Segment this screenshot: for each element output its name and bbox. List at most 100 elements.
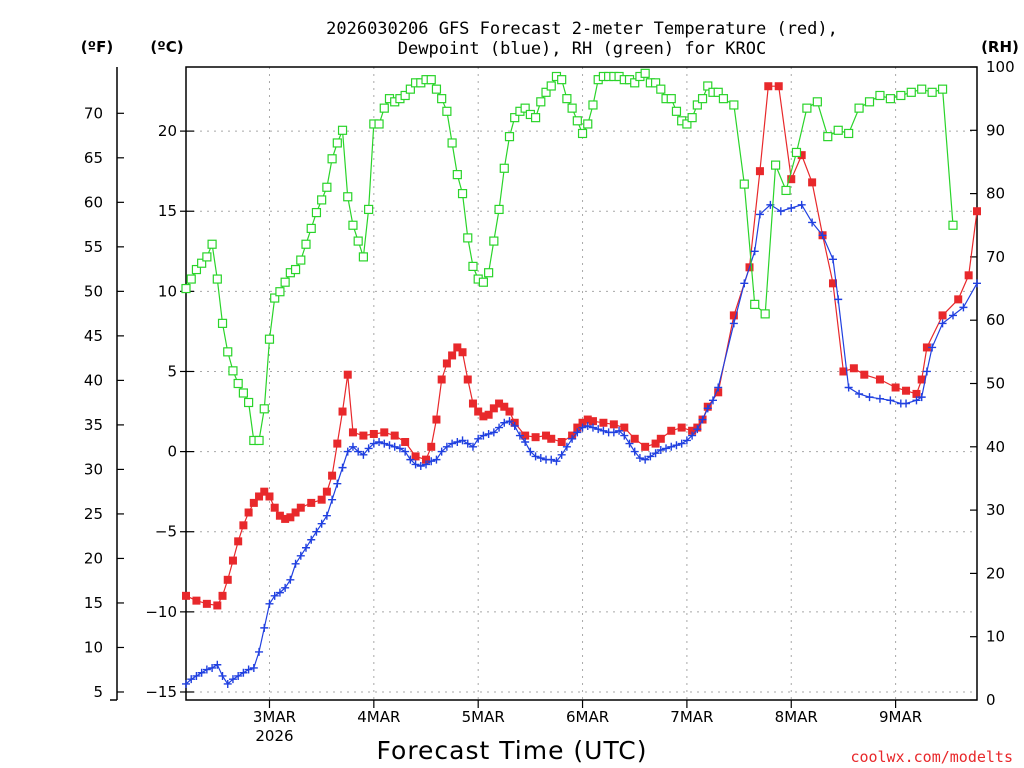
data-point-rh-91 — [656, 84, 666, 94]
data-point-dewpoint-92 — [662, 444, 671, 453]
data-point-dewpoint-56 — [474, 434, 483, 443]
fahrenheit-tick-label-13: 70 — [84, 104, 103, 122]
data-point-2-meter-temperature-37 — [437, 375, 446, 384]
rh-tick-label-5: 50 — [986, 375, 1005, 393]
data-point-rh-67 — [530, 113, 541, 123]
fahrenheit-tick-label-12: 65 — [84, 149, 103, 167]
data-point-rh-118 — [875, 90, 885, 101]
data-point-dewpoint-6 — [213, 660, 222, 669]
data-point-2-meter-temperature-6 — [228, 556, 237, 565]
data-point-dewpoint-82 — [609, 428, 618, 437]
data-point-2-meter-temperature-68 — [656, 434, 665, 443]
data-point-dewpoint-90 — [651, 449, 660, 458]
data-point-rh-35 — [364, 204, 374, 215]
data-point-2-meter-temperature-28 — [359, 431, 368, 440]
data-point-dewpoint-14 — [255, 647, 264, 656]
data-point-rh-38 — [379, 103, 389, 113]
data-point-dewpoint-72 — [557, 450, 566, 459]
data-point-2-meter-temperature-71 — [688, 426, 697, 435]
series-layer — [181, 68, 981, 688]
data-point-2-meter-temperature-52 — [521, 431, 530, 440]
data-point-dewpoint-55 — [468, 442, 477, 451]
data-point-dewpoint-83 — [615, 426, 624, 435]
data-point-2-meter-temperature-26 — [343, 370, 352, 379]
data-point-rh-65 — [520, 103, 530, 113]
data-point-dewpoint-117 — [865, 393, 874, 402]
rh-tick-label-4: 40 — [986, 438, 1005, 456]
data-point-rh-90 — [650, 78, 661, 88]
data-point-2-meter-temperature-3 — [213, 601, 222, 610]
data-point-rh-111 — [802, 103, 812, 113]
data-point-dewpoint-57 — [479, 431, 488, 440]
data-point-dewpoint-74 — [568, 434, 577, 443]
data-point-dewpoint-101 — [708, 396, 717, 405]
data-point-dewpoint-28 — [328, 495, 337, 504]
data-point-dewpoint-58 — [484, 429, 493, 438]
data-point-rh-23 — [301, 239, 311, 249]
data-point-2-meter-temperature-8 — [239, 521, 248, 530]
data-point-dewpoint-79 — [594, 425, 603, 434]
data-point-2-meter-temperature-96 — [954, 295, 963, 304]
x-tick-label-3: 6MAR — [566, 708, 609, 726]
data-point-dewpoint-42 — [401, 447, 410, 456]
celsius-tick-label-0: −15 — [145, 683, 177, 701]
data-point-rh-37 — [374, 119, 384, 129]
data-point-rh-31 — [343, 192, 353, 202]
data-point-rh-78 — [588, 100, 598, 110]
data-point-2-meter-temperature-50 — [505, 407, 514, 416]
data-point-2-meter-temperature-76 — [729, 311, 738, 320]
data-point-rh-99 — [697, 94, 708, 104]
data-point-dewpoint-125 — [928, 343, 937, 352]
data-point-rh-103 — [718, 94, 729, 104]
fahrenheit-tick-label-7: 40 — [84, 371, 103, 389]
data-point-rh-114 — [833, 125, 843, 135]
celsius-tick-label-5: 10 — [158, 282, 177, 300]
data-point-rh-73 — [562, 94, 572, 104]
data-point-rh-124 — [937, 84, 948, 94]
data-point-rh-34 — [358, 252, 369, 262]
data-point-rh-110 — [791, 147, 802, 158]
data-point-dewpoint-122 — [912, 396, 921, 405]
data-point-2-meter-temperature-27 — [348, 428, 357, 437]
fahrenheit-tick-label-9: 50 — [84, 282, 103, 300]
data-point-dewpoint-3 — [197, 668, 206, 677]
data-point-dewpoint-126 — [938, 319, 947, 328]
rh-tick-label-6: 60 — [986, 311, 1005, 329]
data-point-dewpoint-50 — [442, 442, 451, 451]
data-point-dewpoint-51 — [448, 439, 457, 448]
data-point-dewpoint-62 — [505, 417, 514, 426]
data-point-2-meter-temperature-90 — [891, 383, 900, 392]
data-point-dewpoint-25 — [312, 527, 321, 536]
data-point-rh-60 — [494, 204, 504, 215]
data-point-rh-5 — [207, 239, 217, 249]
x-tick-label-0: 3MAR — [253, 708, 296, 726]
data-point-2-meter-temperature-82 — [797, 151, 806, 160]
data-point-rh-116 — [854, 103, 864, 113]
data-point-dewpoint-115 — [844, 383, 853, 392]
data-point-dewpoint-110 — [797, 200, 806, 209]
data-point-2-meter-temperature-24 — [333, 439, 342, 448]
data-point-2-meter-temperature-83 — [808, 178, 817, 187]
data-point-2-meter-temperature-21 — [317, 495, 326, 504]
data-point-2-meter-temperature-15 — [275, 511, 284, 520]
data-point-dewpoint-127 — [948, 311, 957, 320]
data-point-2-meter-temperature-60 — [583, 415, 592, 424]
data-point-rh-58 — [484, 268, 494, 278]
data-point-dewpoint-71 — [552, 457, 561, 466]
data-point-2-meter-temperature-35 — [427, 442, 436, 451]
data-point-dewpoint-114 — [834, 295, 843, 304]
data-point-dewpoint-44 — [411, 460, 420, 469]
data-point-rh-108 — [770, 160, 781, 170]
data-point-rh-43 — [405, 84, 415, 94]
data-point-rh-55 — [468, 261, 478, 271]
data-point-rh-51 — [447, 138, 457, 148]
data-point-dewpoint-8 — [223, 679, 232, 688]
data-point-rh-6 — [212, 274, 222, 284]
data-point-rh-33 — [353, 236, 363, 246]
data-point-2-meter-temperature-43 — [468, 399, 477, 408]
data-point-2-meter-temperature-61 — [588, 417, 597, 426]
x-tick-label-2: 5MAR — [462, 708, 505, 726]
data-point-2-meter-temperature-34 — [422, 455, 431, 464]
rh-tick-label-10: 100 — [986, 58, 1015, 76]
data-point-dewpoint-24 — [307, 535, 316, 544]
